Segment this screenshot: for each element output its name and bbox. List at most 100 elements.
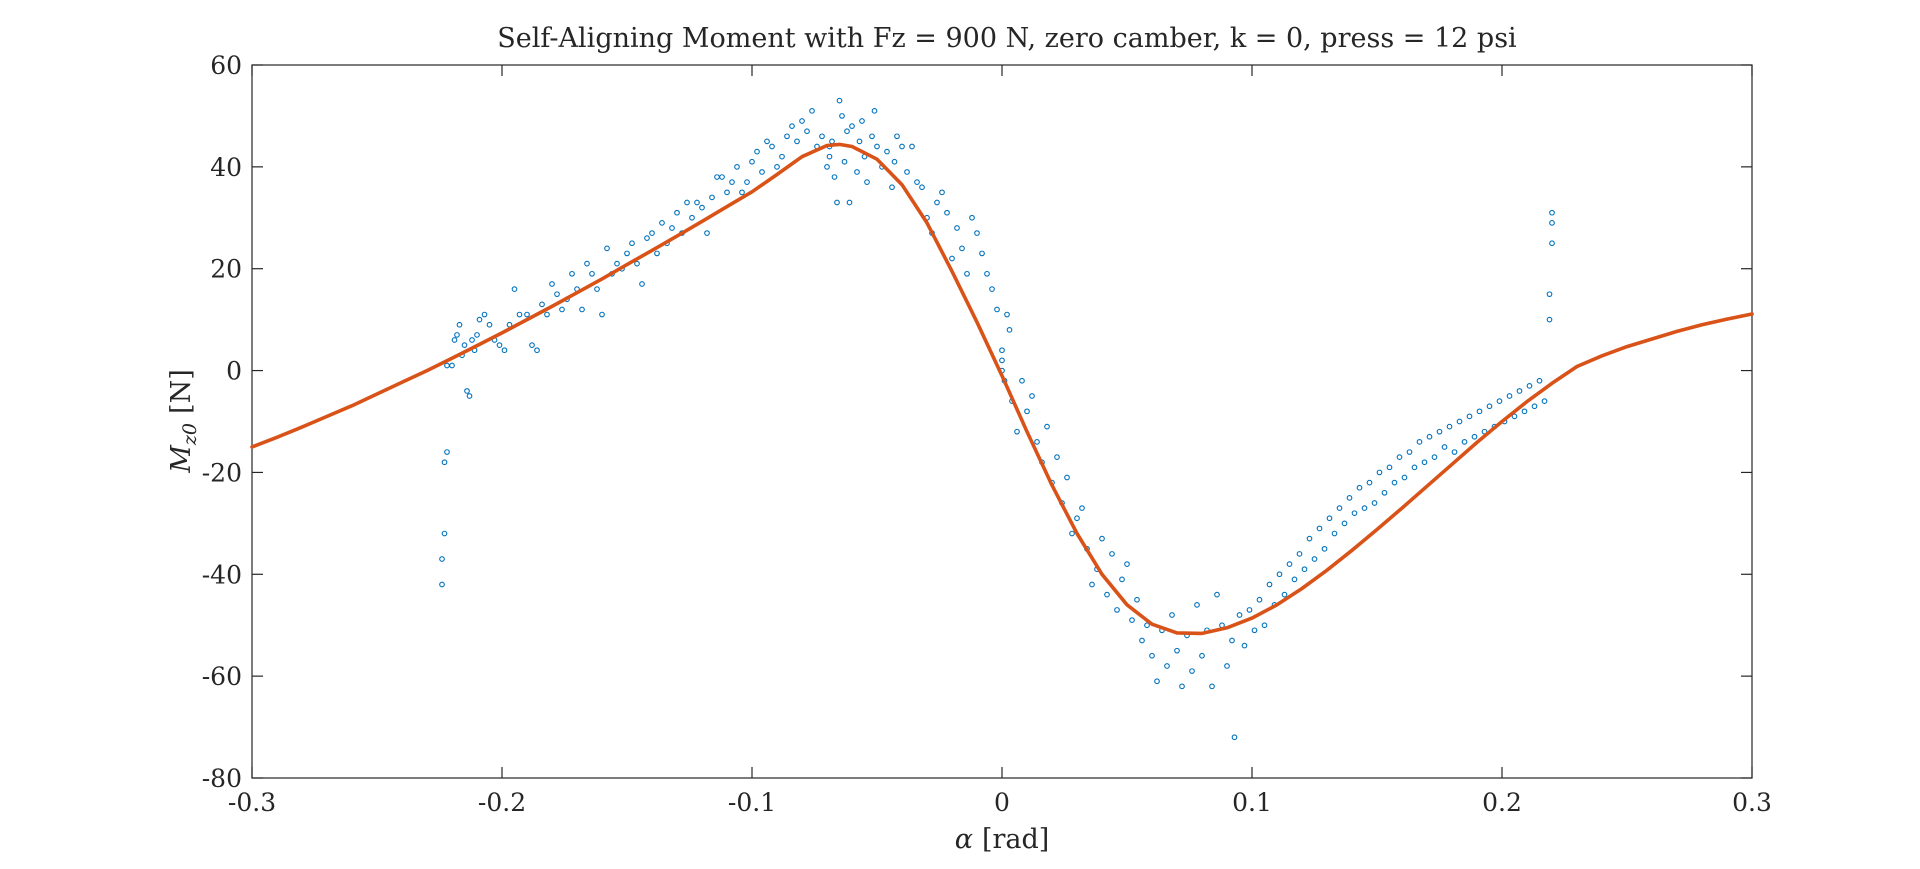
x-tick-label: 0.1	[1232, 788, 1272, 817]
data-point	[789, 123, 795, 129]
fit-curve	[250, 142, 1754, 636]
data-point	[899, 143, 905, 150]
data-point	[819, 133, 825, 140]
data-point	[449, 362, 455, 369]
data-point	[674, 209, 680, 216]
data-point	[1401, 474, 1408, 481]
data-point	[744, 179, 750, 185]
data-point	[684, 199, 690, 206]
data-point	[1331, 530, 1338, 537]
data-point	[1366, 479, 1373, 486]
x-axis-label: α [rad]	[955, 824, 1050, 855]
x-axis-label-unit: [rad]	[982, 824, 1049, 855]
data-point	[826, 153, 833, 160]
data-point	[1446, 423, 1453, 430]
data-point	[1004, 311, 1010, 318]
data-point	[1521, 408, 1528, 415]
data-point	[1241, 642, 1248, 649]
y-tick-label: -60	[202, 662, 242, 691]
data-point	[1546, 316, 1553, 323]
data-point	[476, 316, 483, 323]
data-point	[466, 393, 473, 399]
data-point	[1034, 439, 1040, 445]
data-point	[954, 225, 960, 231]
data-point	[784, 133, 790, 140]
data-point	[1229, 637, 1235, 644]
data-point	[1546, 291, 1553, 298]
data-point	[856, 138, 863, 145]
data-point	[839, 113, 845, 119]
data-point	[984, 270, 990, 277]
data-point	[604, 245, 610, 252]
data-point	[511, 286, 518, 292]
data-point	[481, 311, 488, 318]
data-point	[864, 179, 870, 185]
y-axis-label-symbol: M	[166, 444, 197, 474]
data-point	[529, 342, 535, 348]
data-point	[639, 281, 645, 287]
data-point	[949, 255, 955, 262]
data-point	[1169, 612, 1175, 618]
data-point	[496, 342, 503, 348]
data-point	[1361, 505, 1368, 511]
data-point	[1256, 596, 1263, 603]
data-point	[624, 250, 630, 257]
data-point	[1006, 326, 1013, 333]
data-point	[1134, 596, 1140, 603]
data-point	[1024, 408, 1030, 415]
data-point	[794, 138, 800, 145]
y-axis-label: Mz0 [N]	[166, 369, 201, 473]
data-point	[849, 123, 855, 129]
data-point	[749, 158, 755, 165]
y-axis-ticks: -80 -60 -40 -20 0 20 40 60	[202, 51, 1752, 793]
data-point	[994, 306, 1000, 313]
data-point	[569, 270, 575, 277]
x-axis-ticks: -0.3 -0.2 -0.1 0 0.1 0.2 0.3	[228, 65, 1772, 817]
data-point	[889, 184, 895, 191]
data-point	[1511, 413, 1518, 420]
data-point	[1109, 551, 1115, 557]
data-point	[554, 291, 560, 298]
data-point	[1114, 607, 1120, 613]
data-point	[1129, 617, 1135, 623]
data-point	[884, 148, 890, 155]
x-tick-label: 0.2	[1482, 788, 1522, 817]
data-point	[869, 133, 875, 140]
data-point	[1421, 459, 1428, 466]
data-point	[594, 286, 600, 292]
data-point	[1054, 454, 1060, 461]
data-point	[1044, 423, 1050, 430]
data-point	[979, 250, 985, 257]
data-point	[1276, 571, 1283, 578]
data-point	[1316, 525, 1323, 532]
data-point	[1014, 428, 1020, 435]
data-point	[474, 332, 480, 338]
data-point	[1224, 663, 1230, 669]
data-point	[934, 199, 940, 206]
x-tick-label: -0.1	[728, 788, 776, 817]
data-point	[549, 281, 555, 287]
data-point	[1431, 454, 1438, 461]
data-point	[874, 143, 880, 150]
data-point	[1471, 433, 1478, 440]
data-point	[516, 311, 523, 318]
data-point	[1209, 683, 1215, 690]
data-point	[1356, 484, 1363, 491]
data-point	[1496, 398, 1503, 404]
data-point	[1549, 220, 1555, 226]
data-point	[1194, 601, 1200, 608]
data-point	[614, 260, 620, 267]
data-point	[659, 220, 665, 226]
data-point	[1246, 607, 1253, 613]
data-point	[1396, 454, 1403, 461]
data-point	[1321, 545, 1328, 552]
x-tick-label: 0	[994, 788, 1010, 817]
data-point	[441, 459, 448, 466]
data-point	[1119, 576, 1125, 583]
data-point	[1451, 449, 1458, 455]
data-point	[909, 143, 915, 150]
data-point	[534, 347, 540, 354]
data-point	[1099, 535, 1105, 542]
data-point	[1164, 663, 1170, 669]
